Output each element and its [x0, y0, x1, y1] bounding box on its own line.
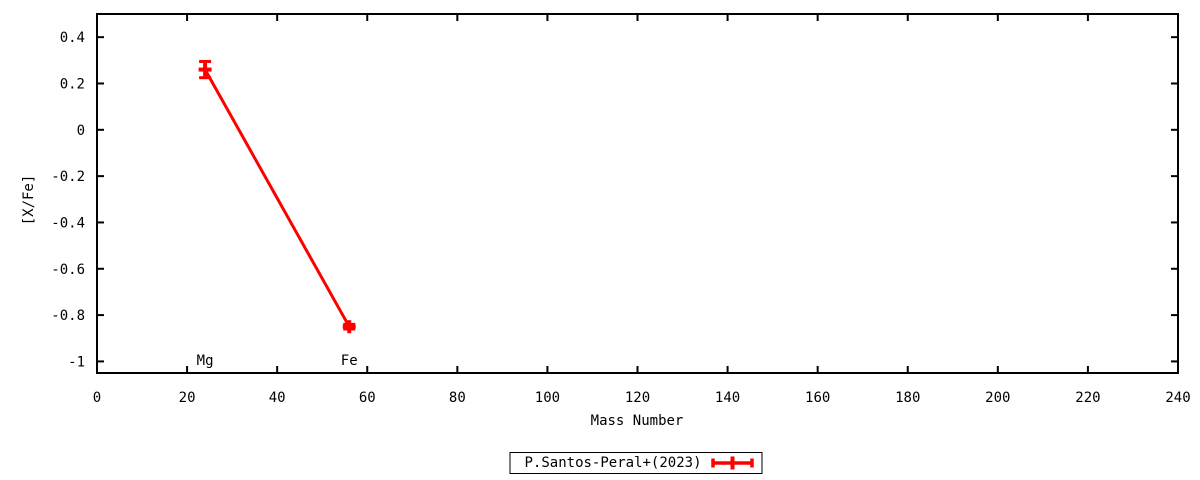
legend-errorbar-sample-icon — [711, 456, 754, 470]
x-tick-label: 0 — [93, 390, 101, 406]
series-line — [203, 68, 351, 328]
x-axis-label: Mass Number — [590, 413, 684, 429]
y-axis-label: [X/Fe] — [21, 174, 37, 226]
x-tick-label: 120 — [625, 390, 650, 406]
y-tick-label: -1 — [68, 354, 85, 370]
x-tick-label: 80 — [449, 390, 466, 406]
x-tick-label: 240 — [1165, 390, 1190, 406]
x-tick-label: 220 — [1075, 390, 1100, 406]
legend: P.Santos-Peral+(2023) — [509, 452, 763, 474]
plot-area: 0 20 40 60 80 100 120 140 160 180 200 220 240 0.4 0.2 0… — [51, 13, 1191, 406]
x-tick-label: 40 — [269, 390, 286, 406]
plot-border — [96, 13, 1179, 374]
y-ticks — [97, 36, 1178, 363]
x-tick-label: 180 — [895, 390, 920, 406]
y-tick-label: -0.8 — [51, 308, 85, 324]
element-label: Mg — [197, 353, 214, 369]
y-tick-label: -0.4 — [51, 215, 85, 231]
x-tick-label: 20 — [179, 390, 196, 406]
x-tick-label: 200 — [985, 390, 1010, 406]
x-tick-label: 160 — [805, 390, 830, 406]
x-tick-label: 140 — [715, 390, 740, 406]
y-tick-label: 0 — [77, 123, 85, 139]
x-tick-label: 100 — [535, 390, 560, 406]
x-tick-label: 60 — [359, 390, 376, 406]
element-label: Fe — [341, 353, 358, 369]
y-tick-label: -0.2 — [51, 169, 85, 185]
x-ticks — [96, 14, 1179, 373]
y-tick-label: 0.2 — [60, 76, 85, 92]
legend-label: P.Santos-Peral+(2023) — [524, 455, 702, 471]
y-tick-label: 0.4 — [60, 30, 85, 46]
y-tick-label: -0.6 — [51, 262, 85, 278]
data-series — [198, 59, 356, 334]
